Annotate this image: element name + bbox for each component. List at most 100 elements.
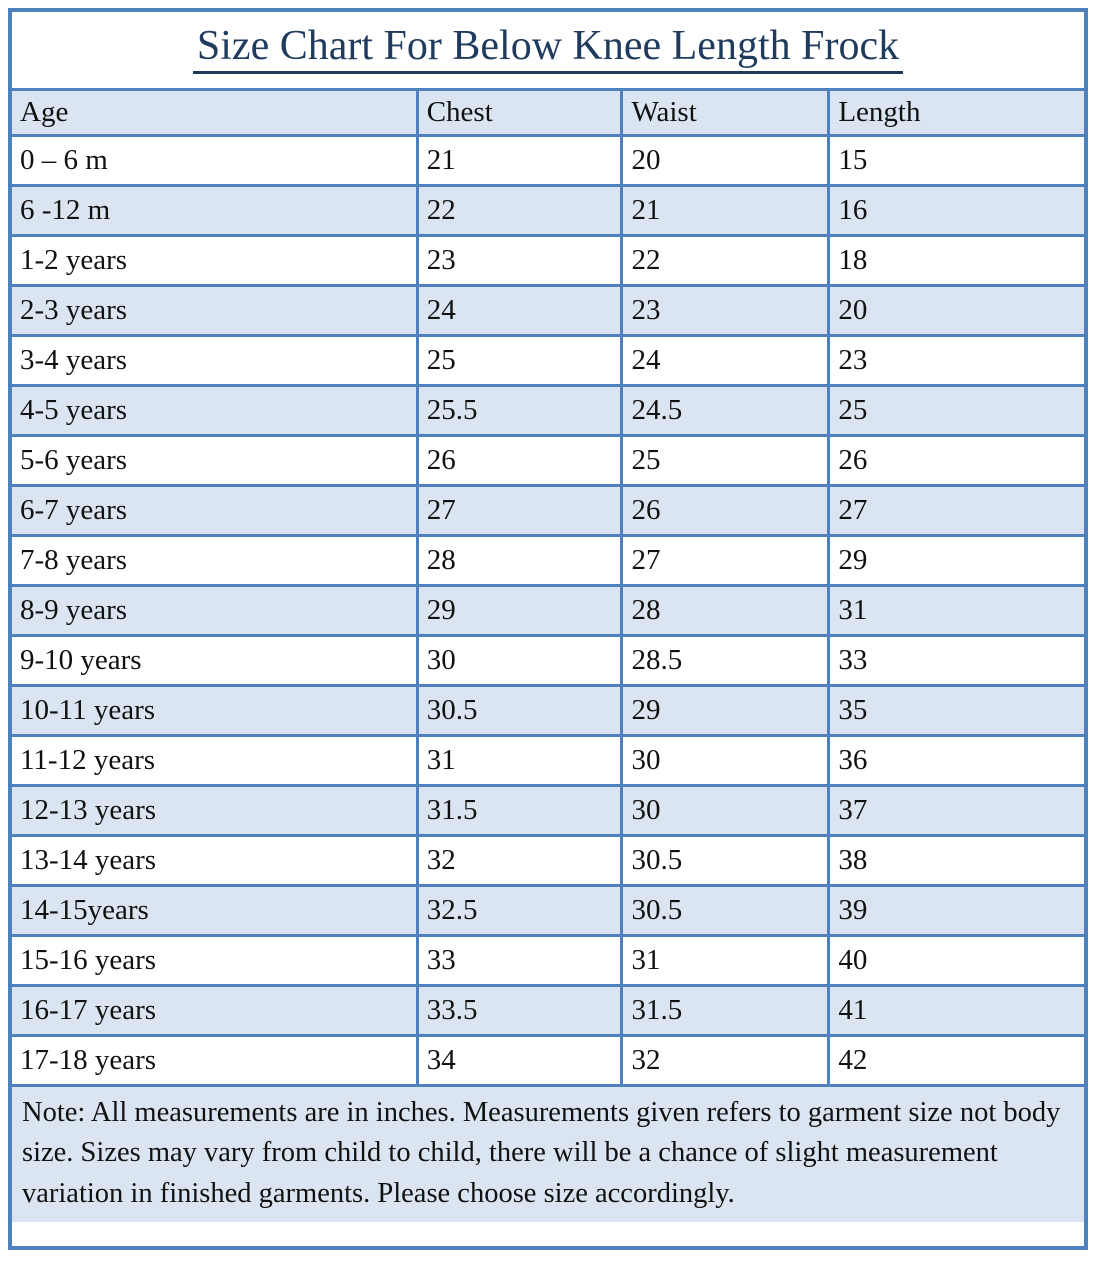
table-cell-chest: 33.5	[415, 983, 624, 1037]
table-cell-waist: 28	[620, 583, 831, 637]
table-row: 12-13 years 31.5 30 37	[12, 783, 1084, 837]
table-row: 10-11 years 30.5 29 35	[12, 683, 1084, 737]
table-row: 16-17 years 33.5 31.5 41	[12, 983, 1084, 1037]
title-block: Size Chart For Below Knee Length Frock	[12, 12, 1084, 92]
table-row: 3-4 years 25 24 23	[12, 333, 1084, 387]
table-cell-length: 35	[827, 683, 1084, 737]
table-cell-chest: 33	[415, 933, 624, 987]
table-cell-waist: 31.5	[620, 983, 831, 1037]
table-row: 7-8 years 28 27 29	[12, 533, 1084, 587]
table-cell-age: 0 – 6 m	[12, 133, 419, 187]
table-cell-age: 17-18 years	[12, 1033, 419, 1087]
table-cell-length: 29	[827, 533, 1084, 587]
table-cell-chest: 28	[415, 533, 624, 587]
table-cell-length: 39	[827, 883, 1084, 937]
table-cell-age: 16-17 years	[12, 983, 419, 1037]
table-cell-length: 37	[827, 783, 1084, 837]
table-cell-chest: 21	[415, 133, 624, 187]
table-cell-chest: 32	[415, 833, 624, 887]
table-cell-age: 8-9 years	[12, 583, 419, 637]
table-row: 13-14 years 32 30.5 38	[12, 833, 1084, 887]
table-cell-waist: 25	[620, 433, 831, 487]
table-cell-age: 1-2 years	[12, 233, 419, 287]
table-header-row: Age Chest Waist Length	[12, 91, 1084, 137]
column-header-age: Age	[12, 91, 419, 137]
column-header-length: Length	[827, 91, 1084, 137]
table-cell-age: 2-3 years	[12, 283, 419, 337]
table-body: Age Chest Waist Length 0 – 6 m 21 20 15 …	[12, 91, 1084, 1223]
table-cell-waist: 22	[620, 233, 831, 287]
table-cell-length: 26	[827, 433, 1084, 487]
table-cell-chest: 32.5	[415, 883, 624, 937]
table-cell-age: 14-15years	[12, 883, 419, 937]
table-cell-waist: 32	[620, 1033, 831, 1087]
table-cell-chest: 30.5	[415, 683, 624, 737]
table-cell-waist: 27	[620, 533, 831, 587]
table-cell-waist: 21	[620, 183, 831, 237]
table-row: 17-18 years 34 32 42	[12, 1033, 1084, 1087]
table-row: 1-2 years 23 22 18	[12, 233, 1084, 287]
table-row: 2-3 years 24 23 20	[12, 283, 1084, 337]
note-text: Note: All measurements are in inches. Me…	[12, 1083, 1084, 1223]
size-chart-table: Age Chest Waist Length 0 – 6 m 21 20 15 …	[12, 91, 1084, 1223]
table-cell-waist: 20	[620, 133, 831, 187]
table-cell-age: 15-16 years	[12, 933, 419, 987]
table-cell-chest: 25	[415, 333, 624, 387]
table-cell-length: 38	[827, 833, 1084, 887]
table-row: 4-5 years 25.5 24.5 25	[12, 383, 1084, 437]
table-cell-age: 3-4 years	[12, 333, 419, 387]
table-row: 6 -12 m 22 21 16	[12, 183, 1084, 237]
table-cell-waist: 31	[620, 933, 831, 987]
table-cell-length: 20	[827, 283, 1084, 337]
table-cell-age: 4-5 years	[12, 383, 419, 437]
table-row: 6-7 years 27 26 27	[12, 483, 1084, 537]
table-row: 14-15years 32.5 30.5 39	[12, 883, 1084, 937]
table-row: 11-12 years 31 30 36	[12, 733, 1084, 787]
page-title: Size Chart For Below Knee Length Frock	[192, 23, 904, 75]
table-cell-waist: 24.5	[620, 383, 831, 437]
table-cell-length: 41	[827, 983, 1084, 1037]
table-cell-length: 25	[827, 383, 1084, 437]
table-row: 9-10 years 30 28.5 33	[12, 633, 1084, 687]
table-cell-length: 23	[827, 333, 1084, 387]
table-cell-length: 40	[827, 933, 1084, 987]
table-cell-waist: 30.5	[620, 833, 831, 887]
table-row: 8-9 years 29 28 31	[12, 583, 1084, 637]
table-cell-chest: 24	[415, 283, 624, 337]
size-chart-sheet: Size Chart For Below Knee Length Frock A…	[8, 8, 1088, 1250]
table-cell-age: 6-7 years	[12, 483, 419, 537]
table-cell-length: 16	[827, 183, 1084, 237]
table-cell-chest: 31.5	[415, 783, 624, 837]
table-cell-waist: 28.5	[620, 633, 831, 687]
table-cell-chest: 26	[415, 433, 624, 487]
table-cell-chest: 31	[415, 733, 624, 787]
table-row: 5-6 years 26 25 26	[12, 433, 1084, 487]
table-cell-chest: 22	[415, 183, 624, 237]
table-cell-age: 10-11 years	[12, 683, 419, 737]
note-row: Note: All measurements are in inches. Me…	[12, 1083, 1084, 1223]
column-header-waist: Waist	[620, 91, 831, 137]
table-cell-waist: 29	[620, 683, 831, 737]
column-header-chest: Chest	[415, 91, 624, 137]
table-cell-waist: 23	[620, 283, 831, 337]
table-cell-age: 7-8 years	[12, 533, 419, 587]
table-cell-length: 42	[827, 1033, 1084, 1087]
table-cell-length: 18	[827, 233, 1084, 287]
table-cell-length: 27	[827, 483, 1084, 537]
table-cell-age: 11-12 years	[12, 733, 419, 787]
table-row: 15-16 years 33 31 40	[12, 933, 1084, 987]
table-cell-waist: 30	[620, 783, 831, 837]
table-cell-chest: 27	[415, 483, 624, 537]
table-cell-age: 6 -12 m	[12, 183, 419, 237]
table-row: 0 – 6 m 21 20 15	[12, 133, 1084, 187]
table-cell-waist: 24	[620, 333, 831, 387]
table-cell-age: 13-14 years	[12, 833, 419, 887]
table-cell-age: 5-6 years	[12, 433, 419, 487]
table-cell-chest: 30	[415, 633, 624, 687]
table-cell-waist: 26	[620, 483, 831, 537]
table-cell-waist: 30	[620, 733, 831, 787]
table-cell-chest: 25.5	[415, 383, 624, 437]
table-cell-waist: 30.5	[620, 883, 831, 937]
table-cell-age: 12-13 years	[12, 783, 419, 837]
table-cell-chest: 23	[415, 233, 624, 287]
